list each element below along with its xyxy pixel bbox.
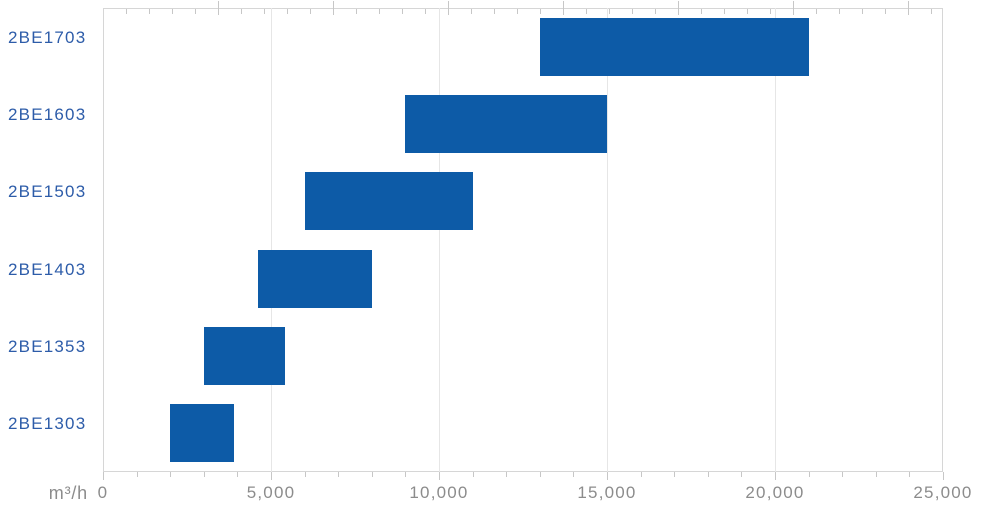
top-axis-minor-tick — [862, 9, 863, 14]
top-axis-minor-tick — [747, 9, 748, 14]
x-axis-minor-tick — [506, 472, 507, 477]
x-axis-minor-tick — [674, 472, 675, 477]
x-axis-minor-tick — [708, 472, 709, 477]
gridline — [271, 8, 272, 472]
top-axis-minor-tick — [379, 9, 380, 14]
category-label-2be1353: 2BE1353 — [8, 337, 87, 356]
top-axis-minor-tick — [264, 9, 265, 14]
top-axis-minor-tick — [839, 9, 840, 14]
top-axis-major-tick — [333, 1, 334, 15]
category-label-2be1303: 2BE1303 — [8, 414, 87, 433]
top-axis-minor-tick — [586, 9, 587, 14]
category-label-2be1503: 2BE1503 — [8, 182, 87, 201]
top-axis-major-tick — [563, 1, 564, 15]
top-axis-minor-tick — [885, 9, 886, 14]
top-axis-minor-tick — [494, 9, 495, 14]
x-axis-minor-tick — [809, 472, 810, 477]
top-axis-minor-tick — [172, 9, 173, 14]
top-axis-minor-tick — [609, 9, 610, 14]
x-axis-major-tick — [439, 472, 440, 480]
x-axis-minor-tick — [842, 472, 843, 477]
x-axis-minor-tick — [338, 472, 339, 477]
x-axis-major-tick — [607, 472, 608, 480]
category-label-2be1603: 2BE1603 — [8, 105, 87, 124]
top-axis-minor-tick — [540, 9, 541, 14]
x-axis-minor-tick — [909, 472, 910, 477]
x-tick-label: 25,000 — [913, 483, 973, 502]
top-axis-minor-tick — [724, 9, 725, 14]
top-axis-minor-tick — [816, 9, 817, 14]
top-axis-minor-tick — [770, 9, 771, 14]
x-axis-minor-tick — [237, 472, 238, 477]
category-label-2be1703: 2BE1703 — [8, 28, 87, 47]
x-axis-minor-tick — [405, 472, 406, 477]
top-axis-major-tick — [678, 1, 679, 15]
x-axis-major-tick — [775, 472, 776, 480]
bar-2be1403 — [258, 250, 372, 308]
x-axis-minor-tick — [372, 472, 373, 477]
top-axis-minor-tick — [931, 9, 932, 14]
x-axis-minor-tick — [641, 472, 642, 477]
x-axis-major-tick — [943, 472, 944, 480]
bar-2be1303 — [170, 404, 234, 462]
bar-2be1703 — [540, 18, 809, 76]
x-axis-unit-label: m³/h — [48, 483, 88, 503]
x-tick-label: 15,000 — [577, 483, 637, 502]
gridline — [775, 8, 776, 472]
gridline — [607, 8, 608, 472]
x-axis-minor-tick — [170, 472, 171, 477]
x-axis-major-tick — [103, 472, 104, 480]
top-axis-major-tick — [448, 1, 449, 15]
x-tick-label: 10,000 — [409, 483, 469, 502]
gridline — [439, 8, 440, 472]
x-tick-label: 0 — [97, 483, 109, 502]
x-axis-minor-tick — [473, 472, 474, 477]
top-axis-minor-tick — [632, 9, 633, 14]
category-label-2be1403: 2BE1403 — [8, 260, 87, 279]
top-axis-major-tick — [218, 1, 219, 15]
top-axis-minor-tick — [701, 9, 702, 14]
x-axis-minor-tick — [741, 472, 742, 477]
x-axis-minor-tick — [540, 472, 541, 477]
bar-2be1603 — [405, 95, 607, 153]
top-axis-major-tick — [908, 1, 909, 15]
top-axis-minor-tick — [402, 9, 403, 14]
top-axis-major-tick — [793, 1, 794, 15]
top-axis-minor-tick — [287, 9, 288, 14]
top-axis-minor-tick — [655, 9, 656, 14]
x-axis-minor-tick — [137, 472, 138, 477]
top-axis-minor-tick — [310, 9, 311, 14]
bar-2be1353 — [204, 327, 285, 385]
top-axis-minor-tick — [149, 9, 150, 14]
top-axis-minor-tick — [195, 9, 196, 14]
bar-2be1503 — [305, 172, 473, 230]
top-axis-minor-tick — [356, 9, 357, 14]
x-tick-label: 20,000 — [745, 483, 805, 502]
top-axis-minor-tick — [471, 9, 472, 14]
x-axis-major-tick — [271, 472, 272, 480]
x-axis-minor-tick — [204, 472, 205, 477]
top-axis-minor-tick — [517, 9, 518, 14]
top-axis-minor-tick — [241, 9, 242, 14]
x-axis-minor-tick — [876, 472, 877, 477]
top-axis-minor-tick — [425, 9, 426, 14]
top-axis-minor-tick — [126, 9, 127, 14]
x-axis-minor-tick — [305, 472, 306, 477]
x-tick-label: 5,000 — [246, 483, 296, 502]
x-axis-minor-tick — [573, 472, 574, 477]
plot-area — [103, 8, 943, 472]
